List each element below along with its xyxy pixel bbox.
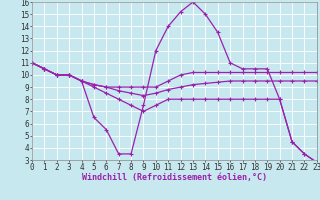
X-axis label: Windchill (Refroidissement éolien,°C): Windchill (Refroidissement éolien,°C) [82,173,267,182]
